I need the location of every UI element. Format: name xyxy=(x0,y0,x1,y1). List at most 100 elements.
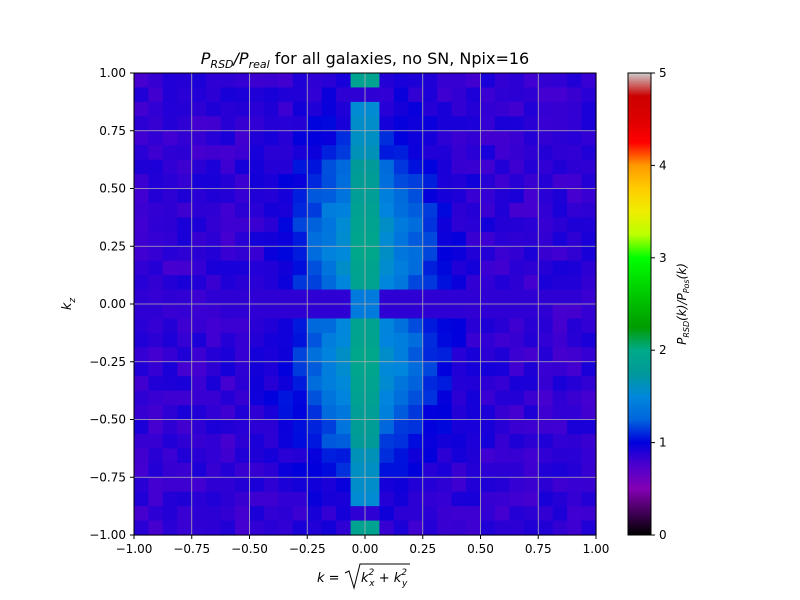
heatmap-cell xyxy=(365,289,381,305)
heatmap-cell xyxy=(177,101,193,117)
heatmap-cell xyxy=(278,520,294,536)
heatmap-cell xyxy=(408,231,424,247)
heatmap-cell xyxy=(249,347,265,363)
heatmap-cell xyxy=(379,275,395,291)
heatmap-cell xyxy=(538,130,554,146)
heatmap-cell xyxy=(292,289,308,305)
heatmap-cell xyxy=(206,520,222,536)
heatmap-cell xyxy=(292,260,308,276)
heatmap-cell xyxy=(379,159,395,175)
chart-title: PRSD/Preal for all galaxies, no SN, Npix… xyxy=(201,49,529,71)
heatmap-cell xyxy=(408,448,424,464)
heatmap-cell xyxy=(509,188,525,204)
heatmap-cell xyxy=(321,477,337,493)
heatmap-cell xyxy=(393,101,409,117)
heatmap-cell xyxy=(422,318,438,334)
heatmap-cell xyxy=(162,289,178,305)
heatmap-cell xyxy=(162,159,178,175)
heatmap-cell xyxy=(552,405,568,421)
heatmap-cell xyxy=(148,361,164,377)
heatmap-cell xyxy=(379,448,395,464)
heatmap-cell xyxy=(538,347,554,363)
heatmap-cell xyxy=(162,318,178,334)
heatmap-cell xyxy=(278,390,294,406)
heatmap-cell xyxy=(509,101,525,117)
heatmap-cell xyxy=(191,116,207,132)
heatmap-cell xyxy=(134,159,150,175)
heatmap-cell xyxy=(350,477,366,493)
heatmap-cell xyxy=(437,361,453,377)
heatmap-cell xyxy=(379,174,395,190)
heatmap-cell xyxy=(567,289,583,305)
heatmap-cell xyxy=(538,260,554,276)
heatmap-cell xyxy=(451,188,467,204)
heatmap-cell xyxy=(523,318,539,334)
heatmap-cell xyxy=(451,217,467,233)
heatmap-cell xyxy=(437,376,453,392)
heatmap-cell xyxy=(206,130,222,146)
y-axis-ticks: 1.00 0.75 0.50 0.25 0.00 −0.25 −0.50 −0.75 −1.00 xyxy=(89,66,134,542)
heatmap-cell xyxy=(278,506,294,522)
heatmap-cell xyxy=(292,419,308,435)
heatmap-cell xyxy=(451,289,467,305)
heatmap-cell xyxy=(249,174,265,190)
heatmap-cell xyxy=(148,101,164,117)
heatmap-cell xyxy=(494,332,510,348)
heatmap-cell xyxy=(249,304,265,320)
heatmap-cell xyxy=(523,332,539,348)
heatmap-cell xyxy=(336,462,352,478)
heatmap-cell xyxy=(235,174,251,190)
heatmap-cell xyxy=(567,174,583,190)
heatmap-cell xyxy=(393,419,409,435)
heatmap-cell xyxy=(523,347,539,363)
y-tick-label: 0.00 xyxy=(99,297,126,311)
heatmap-cell xyxy=(538,188,554,204)
heatmap-cell xyxy=(191,260,207,276)
heatmap-cell xyxy=(466,275,482,291)
heatmap-cell xyxy=(437,159,453,175)
heatmap-cell xyxy=(437,174,453,190)
heatmap-cell xyxy=(220,433,236,449)
heatmap-cell xyxy=(350,217,366,233)
heatmap-cell xyxy=(581,491,597,507)
heatmap-cell xyxy=(581,174,597,190)
heatmap-cell xyxy=(437,405,453,421)
heatmap-cell xyxy=(393,318,409,334)
heatmap-cell xyxy=(552,419,568,435)
heatmap-cell xyxy=(552,246,568,262)
heatmap-cell xyxy=(350,361,366,377)
heatmap-cell xyxy=(336,448,352,464)
heatmap-cell xyxy=(278,260,294,276)
heatmap-cell xyxy=(162,491,178,507)
heatmap-cell xyxy=(191,73,207,89)
heatmap-cell xyxy=(408,506,424,522)
heatmap-cell xyxy=(494,477,510,493)
heatmap-cell xyxy=(494,376,510,392)
heatmap-cell xyxy=(249,390,265,406)
heatmap-cell xyxy=(350,116,366,132)
heatmap-cell xyxy=(350,332,366,348)
heatmap-cell xyxy=(235,145,251,161)
heatmap-cell xyxy=(263,188,279,204)
heatmap-cell xyxy=(134,491,150,507)
heatmap-cell xyxy=(249,506,265,522)
heatmap-cell xyxy=(350,462,366,478)
heatmap-cell xyxy=(134,477,150,493)
heatmap-cell xyxy=(220,145,236,161)
heatmap-cell xyxy=(206,289,222,305)
x-tick-label: −1.00 xyxy=(116,542,153,556)
heatmap-cell xyxy=(191,448,207,464)
heatmap-cell xyxy=(466,73,482,89)
heatmap-cell xyxy=(321,159,337,175)
heatmap-cell xyxy=(509,217,525,233)
heatmap-cell xyxy=(292,202,308,218)
heatmap-cell xyxy=(263,101,279,117)
heatmap-cell xyxy=(148,462,164,478)
heatmap-cell xyxy=(422,73,438,89)
heatmap-cell xyxy=(538,159,554,175)
heatmap-cell xyxy=(235,390,251,406)
heatmap-cell xyxy=(466,145,482,161)
heatmap-cell xyxy=(408,246,424,262)
heatmap-cell xyxy=(494,405,510,421)
heatmap-cell xyxy=(494,159,510,175)
